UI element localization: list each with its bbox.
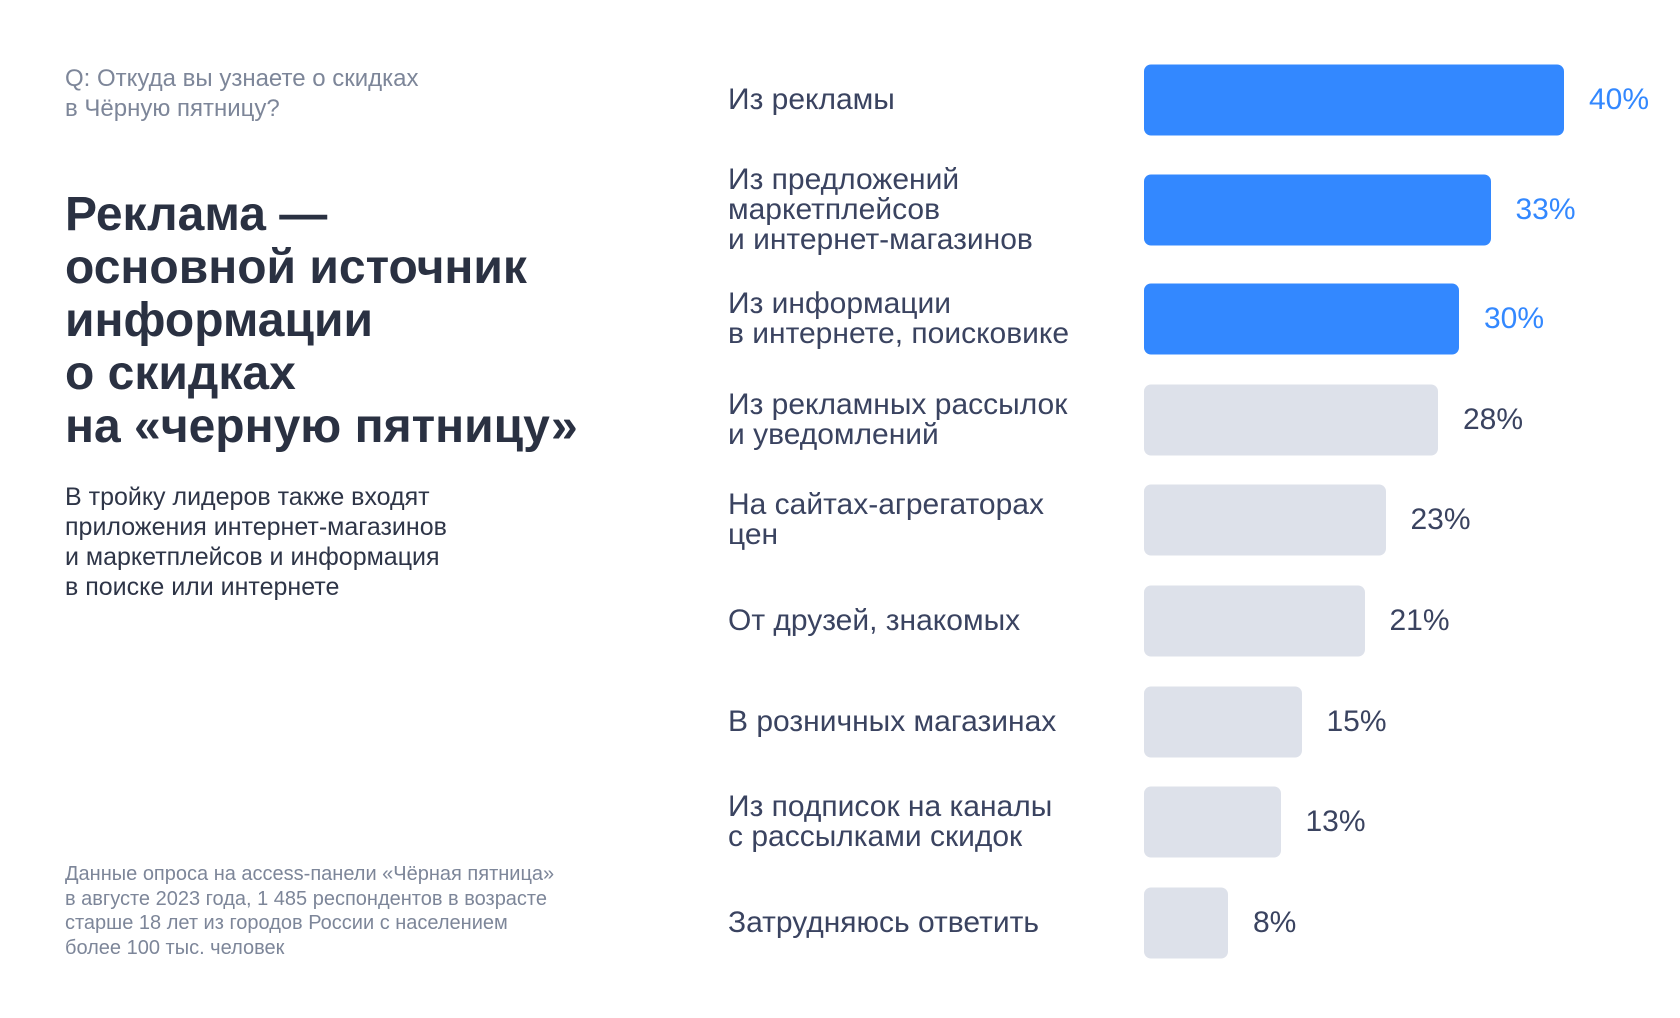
category-label: Из рекламы (728, 83, 895, 116)
category-label: Из информации в интернете, поисковике (728, 287, 1070, 350)
value-label: 21% (1389, 604, 1450, 637)
bar (1144, 786, 1281, 858)
value-label: 15% (1326, 705, 1387, 738)
category-label: От друзей, знакомых (728, 604, 1021, 637)
category-label: Затрудняюсь ответить (728, 906, 1039, 939)
bar (1144, 484, 1386, 556)
bar (1144, 585, 1365, 657)
footnote: Данные опроса на access-панели «Чёрная п… (65, 863, 555, 959)
bar (1144, 174, 1491, 246)
value-label: 23% (1410, 503, 1471, 536)
value-label: 13% (1305, 805, 1366, 838)
value-label: 8% (1253, 906, 1297, 939)
category-label: Из подписок на каналы с рассылками скидо… (728, 790, 1053, 853)
value-label: 30% (1484, 302, 1545, 335)
survey-question: Q: Откуда вы узнаете о скидках в Чёрную … (65, 65, 419, 122)
category-label: Из рекламных рассылок и уведомлений (728, 388, 1068, 451)
category-label: Из предложений маркетплейсов и интернет-… (728, 163, 1033, 256)
bar (1144, 64, 1564, 136)
bar (1144, 887, 1228, 959)
bar (1144, 686, 1302, 758)
value-label: 40% (1589, 83, 1650, 116)
bar (1144, 283, 1459, 355)
category-label: На сайтах-агрегаторах цен (728, 488, 1044, 551)
headline: Реклама — основной источник информации о… (65, 188, 578, 453)
subtitle: В тройку лидеров также входят приложения… (65, 483, 447, 601)
value-label: 33% (1515, 193, 1576, 226)
value-label: 28% (1463, 403, 1524, 436)
category-label: В розничных магазинах (728, 705, 1057, 738)
bar (1144, 384, 1438, 456)
